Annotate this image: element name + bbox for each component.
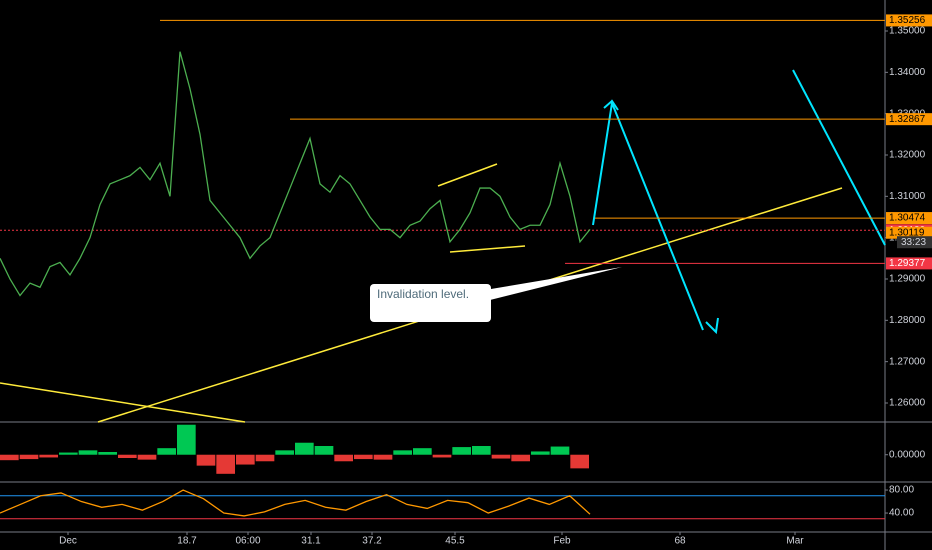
osc-bar	[432, 454, 452, 458]
y-tick-label: 40.00	[889, 508, 914, 519]
price-badge-label: 1.30119	[889, 227, 925, 238]
osc-bar	[570, 454, 589, 469]
osc-bar	[78, 450, 98, 455]
callout: Invalidation level.	[377, 288, 470, 301]
osc-bar	[373, 454, 393, 460]
osc-bar	[0, 454, 19, 461]
y-tick-label: 1.27000	[889, 356, 926, 367]
trend-line	[0, 382, 246, 423]
y-tick-label: 1.34000	[889, 67, 926, 78]
osc-bar	[472, 446, 491, 455]
price-badge-label: 1.32867	[889, 114, 926, 125]
x-tick-label: 31.1	[301, 536, 321, 547]
callout-pointer	[485, 267, 622, 300]
channel-line	[437, 163, 498, 187]
osc-bar	[19, 454, 39, 460]
countdown: 33:23	[901, 237, 926, 248]
y-tick-label: 1.26000	[889, 398, 926, 409]
arrow-head	[705, 317, 719, 335]
osc-bar	[550, 446, 570, 455]
projection-arrow	[592, 99, 704, 331]
osc-bar	[137, 454, 157, 460]
price-badge	[886, 212, 932, 225]
callout-box	[370, 284, 491, 322]
y-tick-label: 1.28000	[889, 315, 926, 326]
x-tick-label: 45.5	[445, 536, 465, 547]
y-tick-label: 0.00000	[889, 449, 926, 460]
osc-bar	[452, 447, 471, 455]
osc-bar	[413, 448, 432, 455]
osc-bar	[491, 454, 511, 459]
x-tick-label: 06:00	[235, 536, 260, 547]
osc-bar	[511, 454, 530, 462]
osc-bar	[177, 424, 196, 455]
osc-bar	[216, 454, 235, 474]
osc-bar	[59, 452, 78, 455]
price-badge-label: 1.30474	[889, 213, 926, 224]
osc-bar	[157, 448, 176, 455]
x-tick-label: Dec	[59, 536, 77, 547]
price-badge-label: 1.35256	[889, 15, 926, 26]
osc-bar	[255, 454, 275, 462]
x-tick-label: 18.7	[177, 536, 197, 547]
osc-bar	[354, 454, 373, 460]
price-line	[0, 51, 591, 297]
y-tick-label: 1.32000	[889, 150, 926, 161]
y-tick-label: 1.31000	[889, 191, 926, 202]
projection-arrow	[792, 69, 886, 246]
osc-bar	[531, 451, 550, 455]
price-badge	[886, 14, 932, 27]
osc-bar	[39, 454, 58, 458]
osc-bar	[196, 454, 216, 466]
osc-bar	[393, 450, 412, 455]
y-tick-label: 80.00	[889, 485, 914, 496]
y-tick-label: 1.29000	[889, 274, 926, 285]
osc-bar	[275, 450, 294, 455]
osc-bar	[295, 442, 314, 455]
arrow-head	[603, 99, 619, 111]
x-tick-label: Mar	[786, 536, 804, 547]
osc-bar	[118, 454, 137, 458]
x-tick-label: 37.2	[362, 536, 382, 547]
y-tick-label: 1.35000	[889, 26, 926, 37]
x-tick-label: Feb	[553, 536, 571, 547]
callout-text: Invalidation level.	[377, 288, 470, 301]
osc-bar	[236, 454, 255, 465]
price-badge	[886, 257, 932, 270]
channel-line	[449, 245, 526, 253]
price-line	[0, 489, 591, 517]
osc-bar	[98, 452, 117, 455]
price-badge-label: 1.29377	[889, 258, 926, 269]
osc-bar	[314, 446, 334, 455]
price-badge	[886, 113, 932, 126]
osc-bar	[334, 454, 353, 462]
countdown-badge	[897, 236, 932, 249]
x-tick-label: 68	[674, 536, 686, 547]
price-badge	[886, 226, 932, 239]
